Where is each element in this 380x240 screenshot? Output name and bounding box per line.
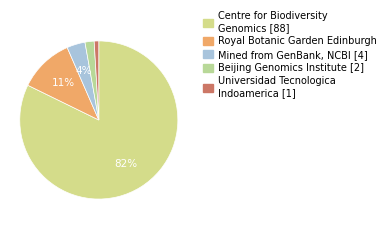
Wedge shape [94,41,99,120]
Wedge shape [28,48,99,120]
Wedge shape [20,41,178,199]
Text: 4%: 4% [76,66,92,76]
Wedge shape [85,41,99,120]
Text: 82%: 82% [114,159,138,168]
Legend: Centre for Biodiversity
Genomics [88], Royal Botanic Garden Edinburgh [12], Mine: Centre for Biodiversity Genomics [88], R… [203,10,380,99]
Text: 11%: 11% [52,78,75,88]
Wedge shape [67,42,99,120]
